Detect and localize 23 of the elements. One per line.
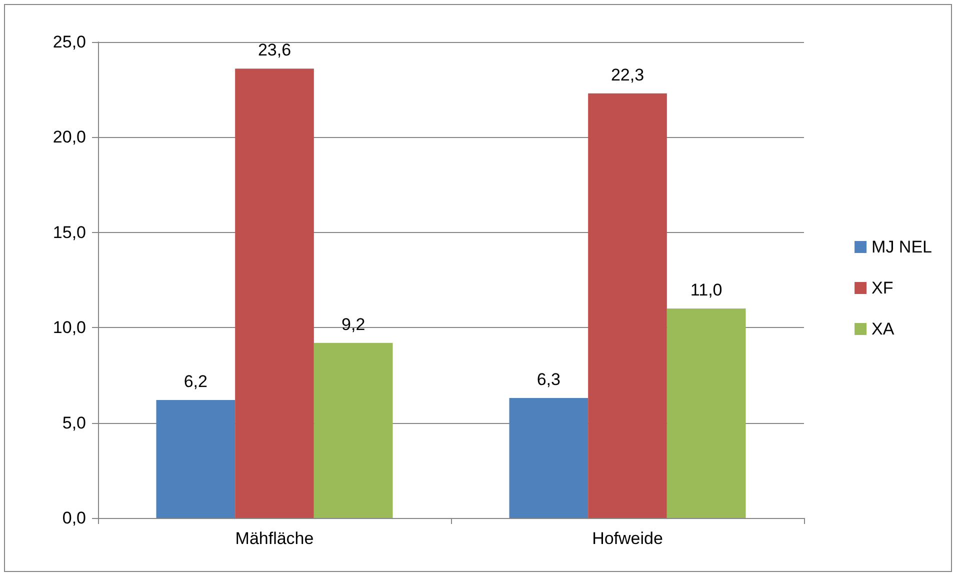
y-tick-label: 5,0: [62, 413, 86, 432]
data-label: 6,2: [184, 372, 208, 391]
data-label: 22,3: [610, 65, 644, 84]
bar: [509, 398, 588, 518]
data-label: 6,3: [536, 370, 560, 390]
y-tick-label: 15,0: [52, 222, 86, 242]
bar: [666, 308, 746, 518]
y-tick-label: 25,0: [52, 32, 86, 52]
bar: [156, 400, 236, 518]
bar: [235, 68, 314, 518]
y-tick-label: 10,0: [52, 318, 86, 338]
data-label: 9,2: [342, 314, 366, 334]
legend-label: MJ NEL: [872, 238, 932, 256]
x-tick-label: Hofweide: [592, 529, 663, 548]
bar: [314, 342, 393, 518]
y-tick-label: 20,0: [52, 128, 86, 147]
data-label: 23,6: [258, 40, 292, 60]
bar: [588, 93, 667, 518]
x-tick-label: Mähfläche: [235, 529, 314, 548]
data-label: 11,0: [690, 280, 722, 300]
legend-label: XA: [872, 320, 895, 338]
y-tick-label: 0,0: [62, 508, 86, 528]
legend-label: XF: [872, 278, 894, 298]
